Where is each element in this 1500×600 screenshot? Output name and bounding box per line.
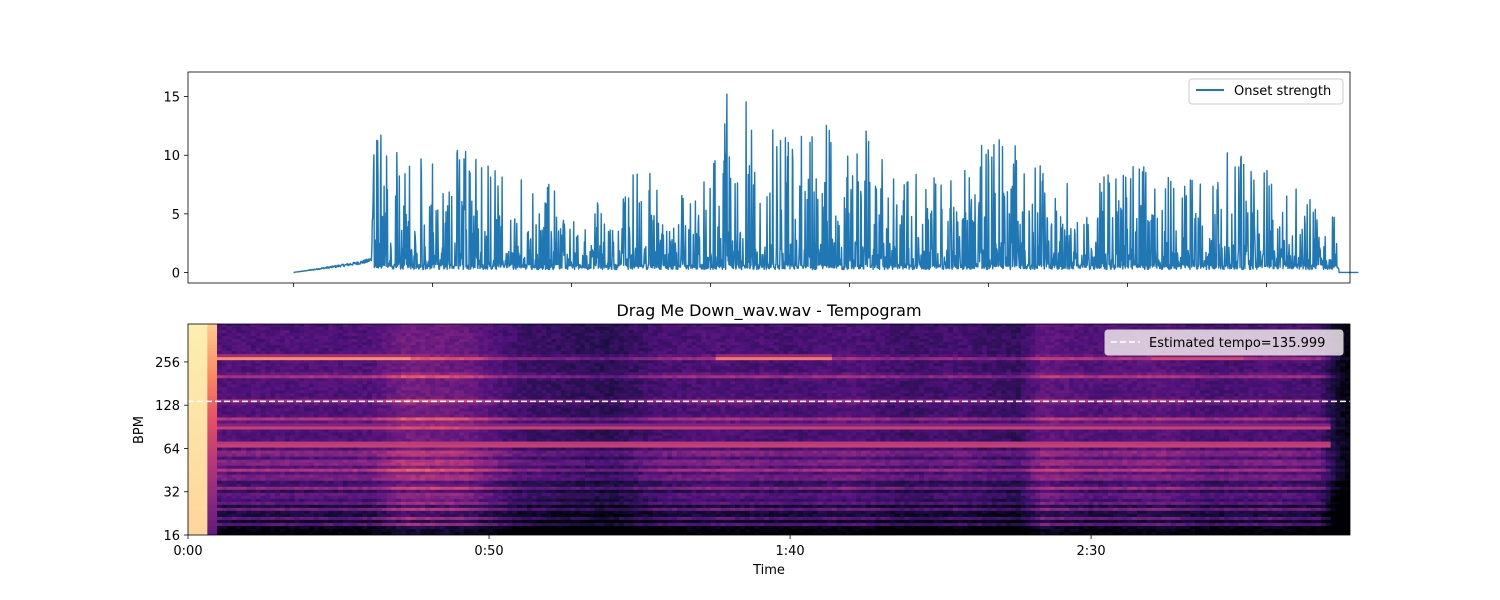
bottom-y-tick-label: 128 xyxy=(155,399,180,414)
bottom-x-tick-label: 0:50 xyxy=(474,544,503,559)
bottom-x-tick-label: 2:30 xyxy=(1077,544,1106,559)
top-x-axis xyxy=(293,283,1268,287)
onset-strength-panel: 0 5 10 15 Onset strength xyxy=(163,71,1359,287)
top-legend-box xyxy=(1188,78,1344,105)
bottom-x-tick-label: 1:40 xyxy=(775,544,804,559)
bottom-y-tick-label: 64 xyxy=(163,442,180,457)
tempogram-panel: 16 32 64 128 256 0:00 0:50 1:40 2:30 Drag Me Do… xyxy=(132,301,1351,578)
top-y-axis: 0 5 10 15 xyxy=(163,91,188,281)
onset-strength-legend: Onset strength xyxy=(1188,78,1344,105)
y-axis-label: BPM xyxy=(132,416,147,444)
top-plot-frame xyxy=(187,71,1351,284)
tempogram-heatmap xyxy=(188,324,1350,535)
tempo-legend-label: Estimated tempo=135.999 xyxy=(1149,336,1325,351)
bottom-y-tick-label: 256 xyxy=(155,356,180,371)
onset-strength-series-line xyxy=(293,93,1359,274)
top-y-tick-label: 0 xyxy=(172,266,180,281)
top-y-tick-label: 10 xyxy=(163,149,180,164)
top-legend-label: Onset strength xyxy=(1234,84,1331,99)
bottom-y-tick-label: 16 xyxy=(163,529,180,544)
top-y-tick-label: 15 xyxy=(163,91,180,106)
bottom-y-tick-label: 32 xyxy=(163,486,180,501)
tempo-legend: Estimated tempo=135.999 xyxy=(1104,329,1344,356)
x-axis-label: Time xyxy=(752,563,785,578)
bottom-plot-frame xyxy=(187,323,1351,536)
onset-strength-line-group xyxy=(293,93,1359,274)
tempo-legend-box xyxy=(1104,329,1344,356)
bottom-x-axis: 0:00 0:50 1:40 2:30 xyxy=(173,535,1106,559)
bottom-x-tick-label: 0:00 xyxy=(173,544,202,559)
bottom-y-axis: 16 32 64 128 256 xyxy=(155,356,188,544)
tempogram-title: Drag Me Down_wav.wav - Tempogram xyxy=(616,301,921,321)
top-y-tick-label: 5 xyxy=(172,208,180,223)
